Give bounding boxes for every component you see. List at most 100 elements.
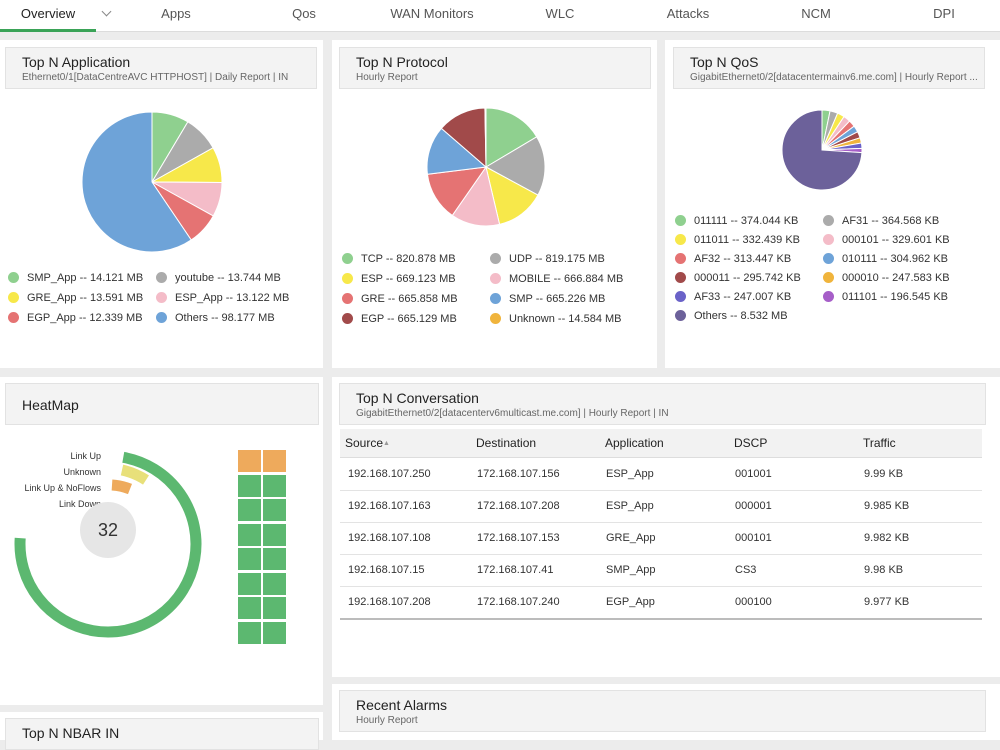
application-legend: SMP_App -- 14.121 MB youtube -- 13.744 MB… (8, 271, 318, 331)
legend-item[interactable]: TCP -- 820.878 MB (342, 252, 456, 266)
panel-subtitle: GigabitEthernet0/2[datacentermainv6.me.c… (690, 72, 978, 83)
pie-slice[interactable] (484, 136, 545, 196)
tab-wan-monitors[interactable]: WAN Monitors (390, 6, 474, 21)
legend-item[interactable]: youtube -- 13.744 MB (156, 271, 281, 285)
legend-dot-icon (490, 293, 501, 304)
heatmap-cell[interactable] (263, 572, 286, 595)
tab-apps[interactable]: Apps (161, 6, 191, 21)
legend-item[interactable]: GRE_App -- 13.591 MB (8, 291, 143, 305)
tab-dpi[interactable]: DPI (933, 6, 955, 21)
heatmap-cell[interactable] (263, 499, 286, 521)
legend-label: 011101 -- 196.545 KB (842, 291, 949, 303)
heatmap-cell[interactable] (238, 523, 261, 546)
table-cell: 001001 (735, 468, 772, 480)
heatmap-cell[interactable] (263, 621, 286, 644)
legend-label: 000101 -- 329.601 KB (842, 234, 950, 246)
heatmap-cell[interactable] (238, 474, 261, 497)
heatmap-cell[interactable] (263, 548, 286, 570)
top-application-panel: Top N Application Ethernet0/1[DataCentre… (0, 40, 323, 368)
unknown-arc[interactable] (120, 464, 149, 485)
heatmap-cell[interactable] (238, 597, 261, 619)
noflows-arc[interactable] (111, 479, 133, 495)
application-pie-chart[interactable] (82, 112, 222, 252)
legend-label: 011111 -- 374.044 KB (694, 215, 799, 227)
table-cell: 172.168.107.153 (477, 532, 560, 544)
tab-qos[interactable]: Qos (292, 6, 316, 21)
legend-item[interactable]: SMP_App -- 14.121 MB (8, 271, 143, 285)
legend-item[interactable]: UDP -- 819.175 MB (490, 252, 605, 266)
panel-title: Recent Alarms (356, 697, 448, 713)
pie-slice[interactable] (782, 110, 862, 190)
top-conversation-panel: Top N Conversation GigabitEthernet0/2[da… (332, 377, 1000, 677)
legend-item[interactable]: Others -- 98.177 MB (156, 311, 275, 325)
column-traffic[interactable]: Traffic (863, 436, 896, 450)
table-row[interactable]: 192.168.107.163 172.168.107.208 ESP_App 000… (340, 490, 982, 523)
legend-label: GRE_App -- 13.591 MB (27, 292, 144, 304)
column-dscp[interactable]: DSCP (734, 436, 768, 450)
legend-dot-icon (342, 293, 353, 304)
legend-item[interactable]: 011111 -- 374.044 KB (675, 214, 798, 228)
heatmap-cell[interactable] (238, 572, 261, 595)
tab-wlc[interactable]: WLC (545, 6, 575, 21)
heatmap-cell[interactable] (263, 450, 286, 472)
legend-item[interactable]: 010111 -- 304.962 KB (823, 252, 948, 266)
heatmap-donut-chart[interactable] (0, 437, 230, 647)
pie-slice[interactable] (82, 112, 192, 252)
heatmap-cell[interactable] (263, 474, 286, 497)
heatmap-cell[interactable] (263, 523, 286, 546)
panel-header: Top N QoS GigabitEthernet0/2[datacenterm… (673, 47, 985, 89)
legend-item[interactable]: AF32 -- 313.447 KB (675, 252, 791, 266)
legend-label: SMP_App -- 14.121 MB (27, 272, 144, 284)
legend-item[interactable]: ESP -- 669.123 MB (342, 272, 456, 286)
heatmap-cell[interactable] (238, 499, 261, 521)
legend-item[interactable]: EGP_App -- 12.339 MB (8, 311, 143, 325)
table-row[interactable]: 192.168.107.250 172.168.107.156 ESP_App 001… (340, 458, 982, 491)
table-row[interactable]: 192.168.107.208 172.168.107.240 EGP_App 000… (340, 586, 982, 619)
legend-item[interactable]: 000101 -- 329.601 KB (823, 233, 950, 247)
column-application[interactable]: Application (605, 436, 664, 450)
legend-dot-icon (156, 312, 167, 323)
table-row[interactable]: 192.168.107.15 172.168.107.41 SMP_App CS3 9.… (340, 554, 982, 587)
legend-item[interactable]: Others -- 8.532 MB (675, 309, 788, 323)
chevron-down-icon[interactable] (101, 6, 112, 17)
heatmap-cell[interactable] (238, 450, 261, 472)
legend-item[interactable]: EGP -- 665.129 MB (342, 312, 457, 326)
panel-header: HeatMap (5, 383, 319, 425)
panel-subtitle: Hourly Report (356, 72, 418, 83)
sort-icon[interactable]: ▲ (383, 440, 390, 447)
tab-ncm[interactable]: NCM (801, 6, 831, 21)
tab-attacks[interactable]: Attacks (666, 6, 710, 21)
legend-item[interactable]: SMP -- 665.226 MB (490, 292, 605, 306)
legend-item[interactable]: 011011 -- 332.439 KB (675, 233, 800, 247)
pie-slice[interactable] (484, 108, 487, 168)
legend-item[interactable]: ESP_App -- 13.122 MB (156, 291, 289, 305)
panel-subtitle: GigabitEthernet0/2[datacenterv6multicast… (356, 408, 669, 419)
legend-dot-icon (8, 272, 19, 283)
protocol-pie-chart[interactable] (427, 108, 545, 226)
legend-dot-icon (490, 253, 501, 264)
legend-item[interactable]: 011101 -- 196.545 KB (823, 290, 948, 304)
legend-item[interactable]: Unknown -- 14.584 MB (490, 312, 622, 326)
heatmap-cell[interactable] (238, 621, 261, 644)
table-row[interactable]: 192.168.107.108 172.168.107.153 GRE_App 000… (340, 522, 982, 555)
qos-pie-chart[interactable] (782, 110, 862, 190)
heatmap-cell[interactable] (238, 548, 261, 570)
legend-item[interactable]: MOBILE -- 666.884 MB (490, 272, 623, 286)
column-source[interactable]: Source (345, 436, 384, 450)
legend-dot-icon (675, 291, 686, 302)
panel-header: Top N Protocol Hourly Report (339, 47, 651, 89)
heatmap-cell[interactable] (263, 597, 286, 619)
column-destination[interactable]: Destination (476, 436, 537, 450)
table-cell: 192.168.107.108 (348, 532, 431, 544)
legend-label: TCP -- 820.878 MB (361, 253, 456, 265)
tab-overview[interactable]: Overview (20, 6, 76, 21)
legend-item[interactable]: 000011 -- 295.742 KB (675, 271, 801, 285)
legend-item[interactable]: GRE -- 665.858 MB (342, 292, 458, 306)
legend-item[interactable]: 000010 -- 247.583 KB (823, 271, 950, 285)
legend-dot-icon (823, 215, 834, 226)
table-cell: 9.99 KB (864, 468, 904, 480)
legend-item[interactable]: AF31 -- 364.568 KB (823, 214, 939, 228)
panel-subtitle: Hourly Report (356, 715, 418, 726)
pie-slice[interactable] (485, 108, 538, 168)
legend-item[interactable]: AF33 -- 247.007 KB (675, 290, 791, 304)
